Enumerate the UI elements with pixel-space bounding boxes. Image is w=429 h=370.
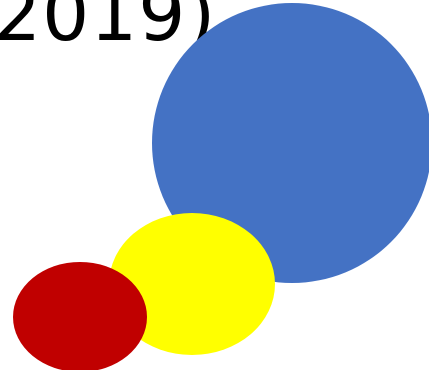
slide-title-fragment: 2019): [0, 0, 217, 58]
yellow-circle: [109, 213, 275, 355]
blue-circle: [152, 3, 429, 283]
red-circle: [13, 262, 147, 370]
